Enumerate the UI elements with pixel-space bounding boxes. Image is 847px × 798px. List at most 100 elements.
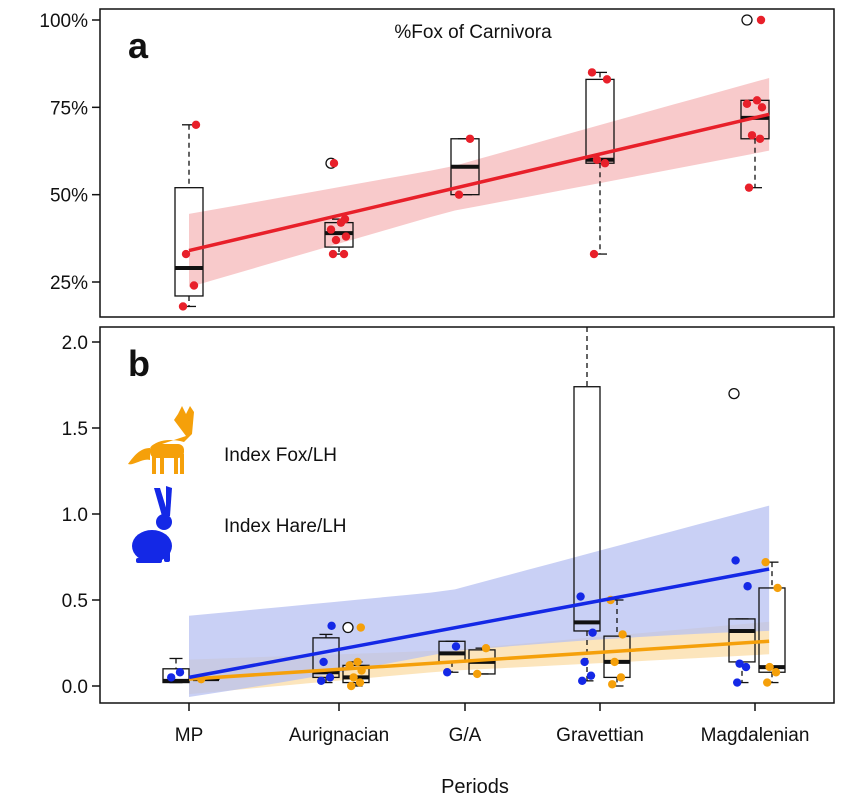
panel-b-point-index-hare-lh-gravettian-3: [588, 628, 597, 637]
panel-b-point-index-hare-lh-aurignacian-2: [319, 657, 328, 667]
panel-b-point-index-hare-lh-gravettian-1: [586, 671, 596, 680]
panel-a-point-gravettian-4: [587, 68, 597, 77]
panel-a-fit-line: [188, 112, 770, 253]
x-axis-label: Periods: [441, 776, 509, 798]
panel-a-point-magdalenian-4: [742, 99, 752, 109]
panel-a-box-gravettian-iqr: [585, 78, 615, 164]
panel-b-point-index-fox-lh-g-a-1: [481, 643, 491, 653]
panel-b-band-index-fox-lh: [189, 621, 770, 695]
panel-b-point-index-hare-lh-aurignacian-1: [325, 673, 335, 682]
panel-a-label: a: [128, 25, 149, 66]
panel-b-point-index-fox-lh-gravettian-2: [610, 657, 619, 667]
panel-a-point-mp-2: [181, 249, 191, 259]
panel-a-point-gravettian-2: [592, 155, 602, 164]
fox-icon: [128, 406, 194, 474]
panel-b-fit-index-fox-lh: [188, 639, 770, 681]
x-tick-label-g-a: G/A: [449, 725, 482, 746]
panel-b-point-index-hare-lh-gravettian-4: [576, 592, 585, 601]
panel-a-point-magdalenian-0: [744, 183, 754, 192]
x-tick-label-magdalenian: Magdalenian: [701, 725, 810, 746]
hare-icon: [132, 486, 172, 563]
x-tick-label-gravettian: Gravettian: [556, 725, 644, 746]
legend-label-hare: Index Hare/LH: [224, 516, 347, 537]
panel-b-point-index-hare-lh-magdalenian-4: [731, 556, 740, 565]
panel-b-point-index-hare-lh-aurignacian-3: [327, 621, 336, 630]
panel-b-point-index-hare-lh-gravettian-0: [578, 676, 587, 686]
panel-b-point-index-hare-lh-g-a-1: [451, 642, 461, 651]
panel-b-y-tick-label-1: 0.5: [62, 591, 88, 612]
panel-b-point-index-hare-lh-aurignacian-0: [317, 676, 326, 686]
panel-b-point-index-fox-lh-aurignacian-1: [355, 678, 365, 687]
panel-b-point-index-hare-lh-mp-1: [175, 668, 185, 677]
panel-a-box-mp: [174, 124, 204, 308]
panel-b-box-index-hare-lh-magdalenian-outlier-0: [728, 387, 740, 400]
panel-a-point-gravettian-1: [600, 159, 610, 168]
panel-b-point-index-hare-lh-mp-0: [167, 673, 176, 682]
panel-b-label: b: [128, 343, 150, 384]
panel-a-box-magdalenian-outlier-0: [741, 14, 753, 26]
panel-a-point-magdalenian-3: [757, 103, 767, 112]
panel-a-point-g-a-0: [454, 190, 464, 199]
panel-a-point-magdalenian-1: [755, 134, 765, 143]
panel-a-point-magdalenian-6: [756, 15, 766, 25]
panel-a-frame: [99, 8, 835, 318]
panel-a-point-aurignacian-7: [329, 159, 339, 168]
panel-b-point-index-fox-lh-magdalenian-1: [771, 668, 781, 677]
panel-b-box-index-hare-lh-gravettian: [573, 327, 601, 682]
x-tick-label-mp: MP: [175, 725, 204, 746]
panel-b-box-index-hare-lh-mp: [162, 657, 190, 684]
panel-b-point-index-hare-lh-magdalenian-1: [741, 662, 751, 672]
panel-a-y-tick-label-3: 100%: [39, 11, 88, 32]
panel-b-point-index-fox-lh-gravettian-3: [618, 630, 627, 639]
panel-a-point-gravettian-3: [602, 75, 612, 84]
panel-b-y-tick-label-4: 2.0: [62, 333, 88, 354]
panel-b-y-tick-label-3: 1.5: [62, 419, 88, 440]
panel-b-point-index-hare-lh-g-a-0: [443, 668, 452, 677]
panel-b-box-index-hare-lh-gravettian-iqr: [573, 386, 601, 632]
panel-a-box-gravettian: [585, 71, 615, 255]
panel-b-y-tick-label-2: 1.0: [62, 505, 88, 526]
panel-a-y-tick-label-0: 25%: [50, 273, 88, 294]
panel-b-point-index-fox-lh-aurignacian-5: [353, 657, 362, 667]
panel-b-point-index-fox-lh-g-a-0: [473, 669, 482, 679]
panel-b-point-index-fox-lh-aurignacian-6: [356, 623, 365, 632]
legend-label-fox: Index Fox/LH: [224, 445, 337, 466]
panel-b-point-index-fox-lh-magdalenian-2: [765, 662, 774, 672]
panel-a-point-magdalenian-5: [752, 96, 762, 105]
panel-a-point-magdalenian-2: [747, 131, 757, 140]
panel-b-point-index-fox-lh-gravettian-1: [616, 673, 626, 682]
panel-a-point-aurignacian-6: [340, 214, 350, 224]
panel-a-point-aurignacian-4: [326, 225, 336, 234]
panel-b-point-index-hare-lh-magdalenian-0: [733, 678, 742, 687]
panel-a-title: %Fox of Carnivora: [394, 22, 552, 43]
panel-b-y-tick-label-0: 0.0: [62, 677, 88, 698]
panel-a-point-mp-0: [178, 302, 188, 311]
legend: Index Fox/LH Index Hare/LH: [128, 406, 347, 563]
panel-b-point-index-fox-lh-aurignacian-2: [349, 673, 358, 682]
panel-b: b 0.0 0.5 1.0 1.5 2.0 MP Aurignacian G/A Gravet…: [62, 326, 835, 798]
panel-b-point-index-fox-lh-aurignacian-0: [347, 681, 356, 691]
panel-a-point-aurignacian-1: [339, 249, 349, 259]
panel-a-point-mp-1: [189, 281, 199, 290]
panel-a-y-tick-label-2: 75%: [50, 98, 88, 119]
panel-a-point-gravettian-0: [589, 249, 599, 259]
panel-b-point-index-fox-lh-magdalenian-0: [763, 678, 772, 687]
panel-a: a %Fox of Carnivora 25% 50% 75% 100%: [39, 8, 835, 318]
panel-a-point-aurignacian-2: [331, 235, 341, 245]
panel-b-point-index-hare-lh-magdalenian-3: [743, 582, 752, 591]
panel-b-point-index-fox-lh-magdalenian-3: [773, 583, 782, 593]
panel-b-point-index-hare-lh-gravettian-2: [580, 657, 589, 667]
panel-b-point-index-fox-lh-gravettian-0: [608, 680, 617, 689]
panel-a-point-aurignacian-3: [341, 232, 351, 241]
panel-a-point-aurignacian-0: [328, 249, 338, 259]
panel-b-point-index-fox-lh-magdalenian-4: [761, 557, 770, 567]
panel-a-point-g-a-1: [465, 134, 475, 143]
panel-a-point-mp-3: [191, 120, 201, 129]
panel-b-fit-index-hare-lh: [188, 567, 770, 680]
panel-b-box-index-fox-lh-aurignacian-outlier-0: [342, 621, 354, 634]
panel-a-box-mp-iqr: [174, 187, 204, 297]
panel-a-y-tick-label-1: 50%: [50, 186, 88, 207]
x-tick-label-aurignacian: Aurignacian: [289, 725, 389, 746]
panel-b-frame: [99, 326, 835, 704]
